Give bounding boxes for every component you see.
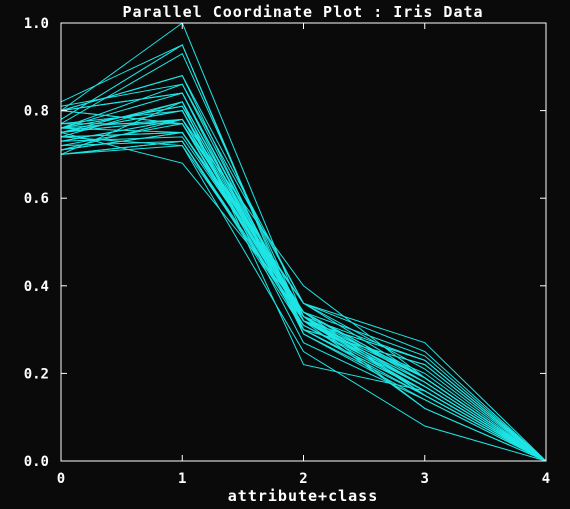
- x-tick-label: 4: [542, 471, 550, 487]
- x-axis-label: attribute+class: [228, 487, 378, 505]
- axis-layer: 0 1 2 3 4 0.0 0.2 0.4 0.6 0.8 1.0: [24, 16, 551, 487]
- y-tick-label: 1.0: [24, 16, 49, 32]
- y-tick-label: 0.0: [24, 454, 49, 470]
- x-tick-label: 2: [299, 471, 307, 487]
- series-line-14: [60, 145, 547, 462]
- series-line-24: [60, 127, 547, 462]
- series-line-41: [60, 110, 547, 462]
- x-tick-label: 0: [57, 471, 65, 487]
- y-tick-label: 0.2: [24, 366, 49, 382]
- series-line-40: [60, 118, 547, 462]
- x-tick-label: 3: [421, 471, 429, 487]
- y-tick-label: 0.4: [24, 279, 49, 295]
- x-tick-label: 1: [178, 471, 186, 487]
- series-line-38: [60, 101, 547, 462]
- series-line-37: [60, 92, 547, 462]
- chart-title: Parallel Coordinate Plot : Iris Data: [122, 3, 483, 21]
- y-tick-label: 0.6: [24, 191, 49, 207]
- y-tick-label: 0.8: [24, 104, 49, 120]
- series-layer: [60, 22, 547, 462]
